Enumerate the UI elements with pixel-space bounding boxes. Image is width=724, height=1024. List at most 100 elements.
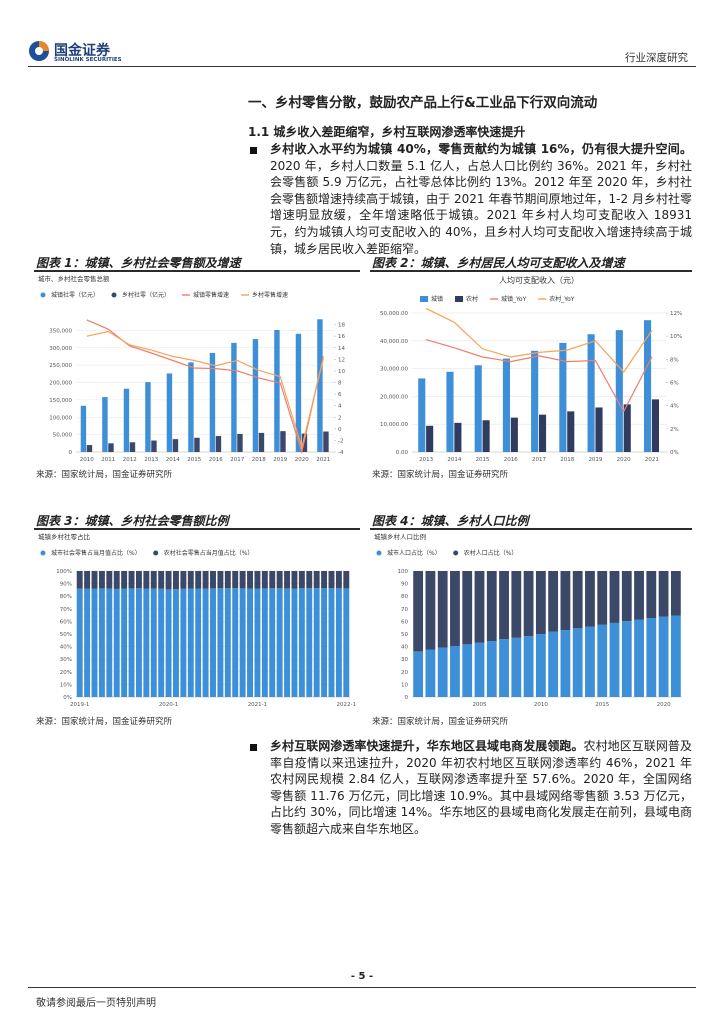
bar xyxy=(280,431,286,452)
bar-segment xyxy=(306,588,313,697)
y-tick-label: 10% xyxy=(60,682,72,688)
figure-rule xyxy=(370,270,692,272)
x-tick-label: 2015 xyxy=(187,457,201,463)
bar xyxy=(295,333,302,452)
y-tick-label: 50,000.00 xyxy=(380,311,408,317)
bar-segment xyxy=(106,588,113,697)
subsection-title: 1.1 城乡收入差距缩窄，乡村互联网渗透率快速提升 xyxy=(248,125,526,139)
bar-segment xyxy=(585,626,595,697)
x-tick-label: 2013 xyxy=(419,457,433,463)
bar xyxy=(166,373,173,452)
bar-segment xyxy=(474,571,485,643)
paragraph-lead: 乡村互联网渗透率快速提升，华东地区县域电商发展领跑。 xyxy=(270,739,584,753)
figure-title: 图表 2：城镇、乡村居民人均可支配收入及增速 xyxy=(372,256,625,270)
bar-segment xyxy=(298,571,305,589)
bar-segment xyxy=(261,571,268,589)
y-tick-label: 10,000.00 xyxy=(380,422,408,428)
x-tick-label: 2016 xyxy=(504,457,518,463)
bar-segment xyxy=(560,571,571,631)
bar-segment xyxy=(239,588,246,697)
legend-label: 农村_YoY xyxy=(549,295,575,303)
bar xyxy=(595,407,603,452)
legend-label: 农村人口占比（%） xyxy=(464,549,518,557)
y2-tick-label: 10% xyxy=(670,334,682,340)
legend-swatch xyxy=(420,296,428,302)
bar xyxy=(482,420,490,452)
bar xyxy=(194,437,200,452)
bar-segment xyxy=(548,631,559,697)
bar xyxy=(623,404,631,452)
x-tick-label: 2020 xyxy=(617,457,631,463)
bar xyxy=(252,339,259,452)
y2-tick-label: 6% xyxy=(670,381,679,387)
bullet xyxy=(250,147,257,154)
figure-source: 来源：国家统计局，国金证券研究所 xyxy=(372,470,509,480)
x-tick-label: 2019 xyxy=(273,457,287,463)
y-tick-label: 0 xyxy=(405,695,409,701)
bar xyxy=(587,334,595,452)
y-tick-label: 30% xyxy=(60,657,72,663)
disclaimer: 敬请参阅最后一页特别声明 xyxy=(36,998,156,1009)
x-tick-label: 2019-1 xyxy=(70,702,89,708)
y2-tick-label: 2% xyxy=(670,427,679,433)
bar-segment xyxy=(113,571,120,589)
bar-segment xyxy=(535,634,546,697)
bar-segment xyxy=(621,571,632,622)
bar-segment xyxy=(548,571,559,632)
brand-en: SINOLINK SECURITIES xyxy=(54,57,122,63)
y-tick-label: 30,000.00 xyxy=(380,367,408,373)
bar-segment xyxy=(499,639,509,697)
bar-segment xyxy=(437,647,448,697)
bar-segment xyxy=(187,588,194,697)
y-tick-label: 350,000 xyxy=(49,328,72,334)
bar xyxy=(454,422,462,452)
bar-segment xyxy=(486,641,497,697)
y-tick-label: 60 xyxy=(401,619,408,625)
paragraph: 乡村互联网渗透率快速提升，华东地区县域电商发展领跑。农村地区互联网普及率自疫情以… xyxy=(270,738,692,838)
line-series xyxy=(425,307,653,374)
y2-tick-label: 0% xyxy=(670,450,679,456)
bar-segment xyxy=(232,588,239,697)
bar-segment xyxy=(269,571,276,589)
bar-segment xyxy=(343,588,350,697)
bar-segment xyxy=(572,571,583,629)
report-type: 行业深度研究 xyxy=(625,52,688,64)
x-tick-label: 2020 xyxy=(295,457,309,463)
bar-segment xyxy=(91,588,98,697)
y-tick-label: 40,000.00 xyxy=(380,339,408,345)
bar-segment xyxy=(84,588,91,697)
bar xyxy=(317,319,323,452)
bar xyxy=(108,443,114,452)
bar-segment xyxy=(343,571,350,589)
bar-segment xyxy=(158,588,165,697)
bar-segment xyxy=(335,588,342,697)
bar-segment xyxy=(523,571,534,637)
bar-segment xyxy=(670,571,681,616)
x-tick-label: 2017 xyxy=(230,457,244,463)
bar-segment xyxy=(670,615,681,697)
legend-label: 城镇_YoY xyxy=(501,295,527,303)
bar-segment xyxy=(572,628,583,697)
x-tick-label: 2016 xyxy=(209,457,223,463)
bar-segment xyxy=(217,588,224,697)
bar-segment xyxy=(462,644,473,697)
x-tick-label: 2021 xyxy=(316,457,330,463)
chart-subtitle: 城镇乡村社零占比 xyxy=(38,532,91,541)
bar xyxy=(559,342,567,452)
y2-tick-label: 8 xyxy=(338,381,342,387)
bar-segment xyxy=(224,588,231,697)
legend-label: 城镇零售增速 xyxy=(193,291,229,299)
bar xyxy=(209,352,216,452)
bar-segment xyxy=(106,571,113,589)
figure-rule xyxy=(370,528,692,530)
y-tick-label: 60% xyxy=(60,619,72,625)
y2-tick-label: 14 xyxy=(338,346,345,352)
y2-tick-label: 12% xyxy=(670,311,682,317)
bar xyxy=(510,417,518,452)
bar-segment xyxy=(511,637,522,697)
bar-segment xyxy=(425,649,436,697)
y-tick-label: 40 xyxy=(401,645,408,651)
y-tick-label: 0% xyxy=(63,695,72,701)
bar xyxy=(274,330,280,452)
y-tick-label: 0 xyxy=(69,450,73,456)
